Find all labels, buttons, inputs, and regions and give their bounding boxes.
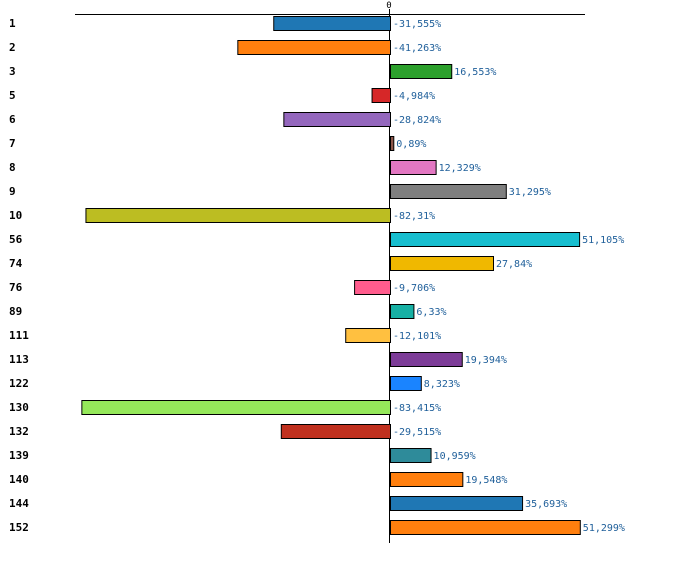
value-label-122: 8,323%: [424, 379, 460, 390]
category-label-152: 152: [9, 521, 29, 534]
value-label-5: -4,984%: [393, 91, 435, 102]
value-label-139: 10,959%: [434, 451, 476, 462]
bar-111: [345, 328, 391, 343]
bar-132: [280, 424, 391, 439]
bar-74: [390, 256, 495, 271]
bar-144: [390, 496, 524, 511]
zero-tick-label: 0: [386, 1, 391, 11]
value-label-152: 51,299%: [583, 523, 625, 534]
category-label-144: 144: [9, 497, 29, 510]
category-label-89: 89: [9, 305, 22, 318]
value-label-89: 6,33%: [416, 307, 446, 318]
bar-122: [390, 376, 422, 391]
category-label-9: 9: [9, 185, 16, 198]
value-label-6: -28,824%: [393, 115, 441, 126]
value-label-10: -82,31%: [393, 211, 435, 222]
value-label-132: -29,515%: [393, 427, 441, 438]
category-label-3: 3: [9, 65, 16, 78]
category-label-5: 5: [9, 89, 16, 102]
bar-10: [85, 208, 391, 223]
value-label-111: -12,101%: [393, 331, 441, 342]
value-label-2: -41,263%: [393, 43, 441, 54]
value-labels-group: -31,555% -41,263% 16,553% -4,984% -28,824% 0,…: [393, 19, 625, 534]
bar-1: [273, 16, 391, 31]
value-label-3: 16,553%: [454, 67, 496, 78]
category-label-1: 1: [9, 17, 16, 30]
value-label-56: 51,105%: [582, 235, 624, 246]
bar-89: [390, 304, 415, 319]
category-label-139: 139: [9, 449, 29, 462]
bar-76: [354, 280, 391, 295]
category-labels-group: 1235678910567476891111131221301321391401…: [9, 17, 29, 534]
value-label-8: 12,329%: [439, 163, 481, 174]
bar-152: [390, 520, 581, 535]
value-label-1: -31,555%: [393, 19, 441, 30]
bar-140: [390, 472, 464, 487]
category-label-74: 74: [9, 257, 23, 270]
bar-5: [371, 88, 392, 103]
category-label-2: 2: [9, 41, 16, 54]
category-label-76: 76: [9, 281, 23, 294]
value-label-74: 27,84%: [496, 259, 532, 270]
category-label-111: 111: [9, 329, 29, 342]
category-label-8: 8: [9, 161, 16, 174]
bar-8: [390, 160, 437, 175]
value-label-7: 0,89%: [396, 139, 426, 150]
value-label-113: 19,394%: [465, 355, 507, 366]
value-label-76: -9,706%: [393, 283, 435, 294]
value-label-144: 35,693%: [525, 499, 567, 510]
category-label-140: 140: [9, 473, 29, 486]
bars-group: [81, 16, 581, 535]
bar-130: [81, 400, 391, 415]
bar-113: [390, 352, 463, 367]
category-label-122: 122: [9, 377, 29, 390]
category-label-6: 6: [9, 113, 16, 126]
category-label-113: 113: [9, 353, 29, 366]
bar-139: [390, 448, 432, 463]
bar-7: [390, 136, 395, 151]
category-label-132: 132: [9, 425, 29, 438]
category-label-130: 130: [9, 401, 29, 414]
bar-3: [390, 64, 453, 79]
bar-6: [283, 112, 391, 127]
value-label-9: 31,295%: [509, 187, 551, 198]
bar-2: [237, 40, 391, 55]
bar-9: [390, 184, 507, 199]
bar-56: [390, 232, 581, 247]
category-label-7: 7: [9, 137, 16, 150]
category-label-56: 56: [9, 233, 23, 246]
category-label-10: 10: [9, 209, 22, 222]
value-label-130: -83,415%: [393, 403, 441, 414]
value-label-140: 19,548%: [465, 475, 507, 486]
